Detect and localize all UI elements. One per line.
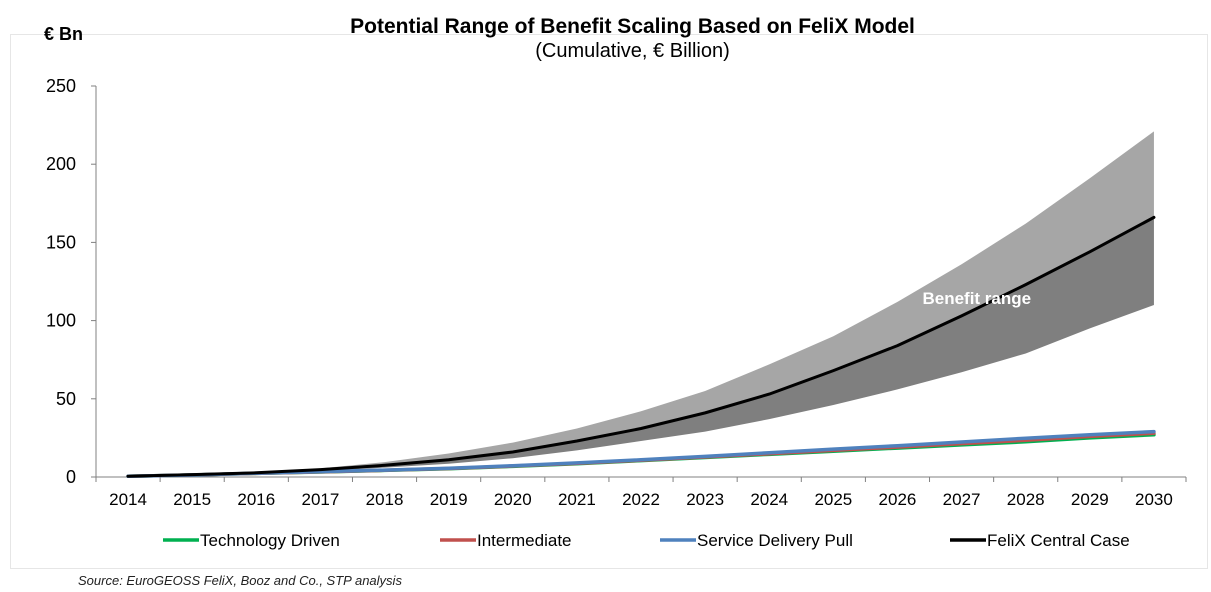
x-tick-label: 2019 — [430, 490, 468, 509]
x-tick-label: 2027 — [943, 490, 981, 509]
y-tick-label: 250 — [46, 76, 76, 96]
benefit-band-upper — [128, 131, 1154, 477]
y-tick-label: 0 — [66, 467, 76, 487]
benefit-range-annotation: Benefit range — [922, 289, 1031, 308]
axes — [91, 85, 1187, 482]
x-tick-label: 2029 — [1071, 490, 1109, 509]
chart-subtitle: (Cumulative, € Billion) — [535, 40, 730, 62]
x-tick-label: 2030 — [1135, 490, 1173, 509]
legend-label: Technology Driven — [200, 531, 340, 550]
x-tick-label: 2021 — [558, 490, 596, 509]
chart-title: Potential Range of Benefit Scaling Based… — [350, 15, 915, 38]
x-tick-label: 2023 — [686, 490, 724, 509]
x-tick-label: 2017 — [301, 490, 339, 509]
benefit-range-band — [128, 131, 1154, 477]
y-tick-label: 100 — [46, 311, 76, 331]
tick-labels: 0 50 100 150 200 250 2014 2015 2016 2017 2018 2019 2… — [46, 76, 1173, 509]
legend-label: FeliX Central Case — [987, 531, 1130, 550]
legend-label: Intermediate — [477, 531, 572, 550]
x-tick-label: 2026 — [879, 490, 917, 509]
benefit-band-lower — [128, 217, 1154, 477]
x-tick-label: 2028 — [1007, 490, 1045, 509]
x-tick-label: 2015 — [173, 490, 211, 509]
x-tick-label: 2020 — [494, 490, 532, 509]
series-line — [126, 215, 1156, 478]
y-tick-label: 200 — [46, 154, 76, 174]
x-tick-label: 2022 — [622, 490, 660, 509]
x-tick-label: 2024 — [750, 490, 788, 509]
source-note: Source: EuroGEOSS FeliX, Booz and Co., S… — [78, 573, 402, 588]
legend: Technology Driven Intermediate Service Del… — [163, 531, 1130, 550]
x-tick-label: 2014 — [109, 490, 147, 509]
y-tick-label: 150 — [46, 232, 76, 252]
legend-label: Service Delivery Pull — [697, 531, 853, 550]
y-tick-label: 50 — [56, 389, 76, 409]
series-line — [126, 429, 1156, 478]
x-tick-label: 2016 — [237, 490, 275, 509]
x-tick-label: 2025 — [814, 490, 852, 509]
x-tick-label: 2018 — [366, 490, 404, 509]
chart-frame — [10, 34, 1208, 569]
series-lines — [126, 215, 1156, 478]
y-axis-unit-label: € Bn — [44, 24, 84, 44]
